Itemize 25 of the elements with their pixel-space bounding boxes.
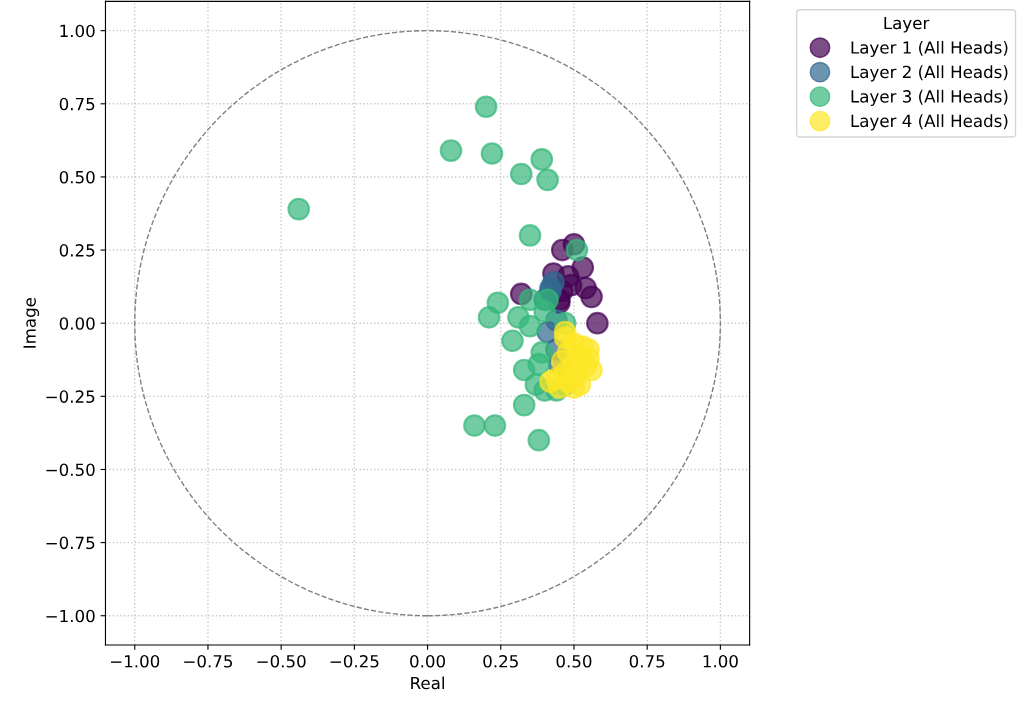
legend-title: Layer	[884, 16, 930, 33]
x-tick-label: 0.75	[629, 655, 665, 668]
y-tick-label: 0.50	[59, 170, 95, 184]
x-tick-label: −0.25	[330, 655, 379, 668]
y-tick-label: 1.00	[60, 24, 95, 38]
x-tick-label: 0.25	[483, 655, 518, 668]
x-tick-label: −0.50	[257, 655, 306, 668]
legend-label: Layer 1 (All Heads)	[851, 40, 1008, 58]
y-tick-label: 0.00	[59, 317, 95, 330]
legend-label: Layer 4 (All Heads)	[851, 114, 1008, 131]
x-axis-title: Real	[411, 676, 444, 690]
y-tick-label: −0.25	[46, 390, 95, 403]
x-tick-label: 0.00	[410, 655, 446, 668]
y-tick-label: 0.75	[59, 97, 95, 111]
x-tick-label: 0.50	[556, 655, 592, 668]
y-axis-title: Image	[23, 297, 40, 348]
y-tick-label: −0.75	[46, 536, 95, 550]
x-tick-label: −0.75	[184, 655, 233, 668]
y-tick-label: 0.25	[59, 244, 95, 257]
x-tick-label: −1.00	[110, 655, 160, 668]
y-tick-label: −0.50	[46, 463, 95, 477]
legend-label: Layer 2 (All Heads)	[851, 65, 1008, 82]
x-tick-label: 1.00	[703, 655, 738, 668]
y-tick-label: −1.00	[46, 609, 95, 623]
legend-label: Layer 3 (All Heads)	[851, 89, 1008, 106]
